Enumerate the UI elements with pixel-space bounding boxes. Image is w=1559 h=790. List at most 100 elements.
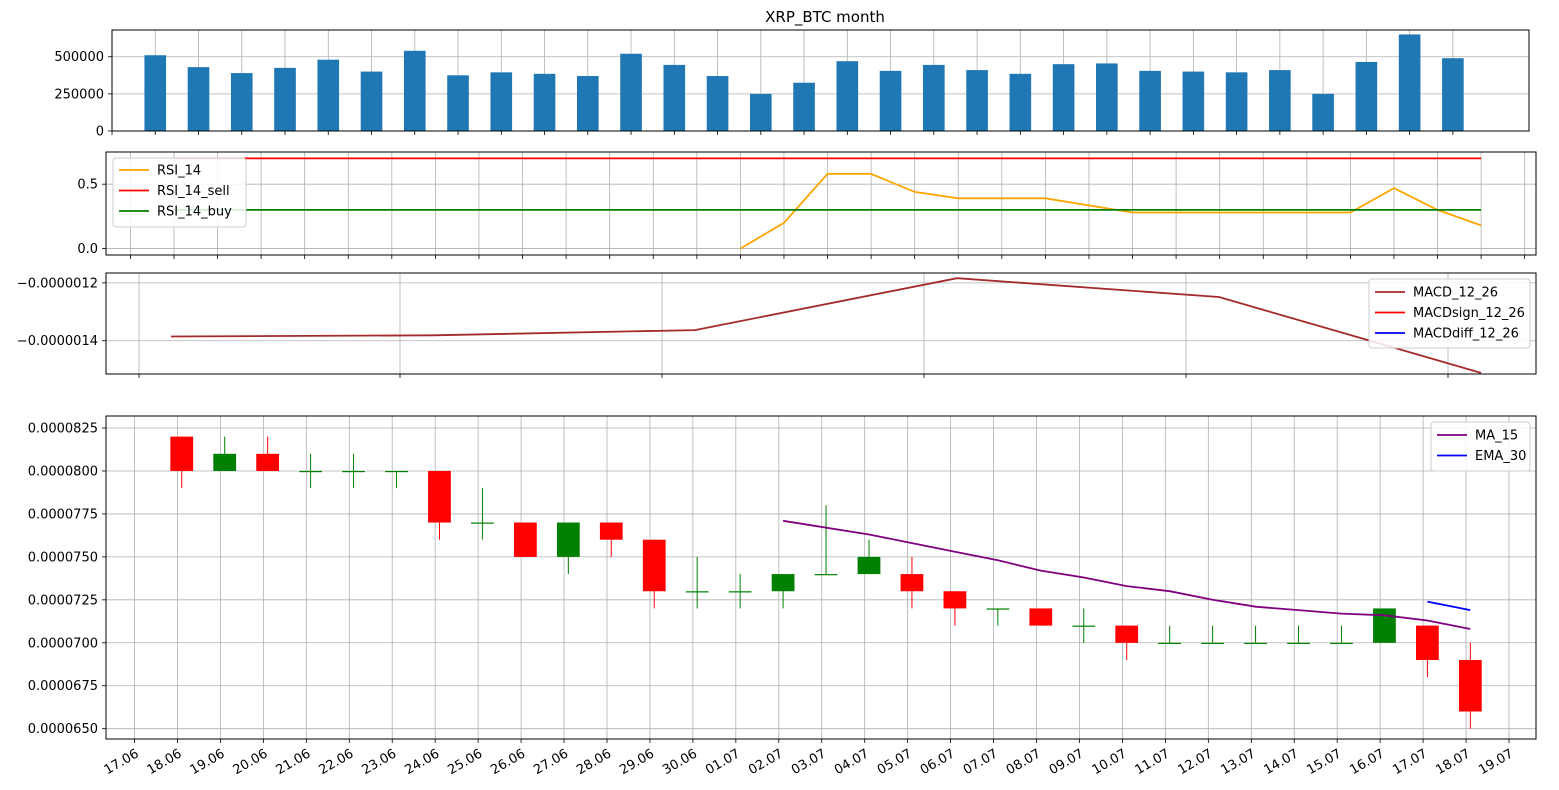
candle-body [428,470,451,523]
candle [1287,625,1310,644]
legend: MA_15 EMA_30 [1430,421,1531,472]
volume-bar [923,64,945,131]
volume-bar [793,82,815,131]
volume-bar [1139,70,1161,131]
y-tick-label: 0 [96,125,104,140]
volume-bar [1096,63,1118,132]
candle-body [170,436,194,471]
volume-bar [1225,72,1248,131]
x-tick-label: 28.06 [574,746,614,778]
candle-body [642,539,666,592]
volume-bar [274,67,296,131]
volume-bar [663,64,686,131]
x-tick-label: 25.06 [445,746,485,778]
volume-bar [533,73,556,131]
volume-bar [317,59,340,131]
x-tick-label: 19.06 [188,746,228,778]
x-tick-label: 01.07 [703,746,743,778]
candle-body [1373,608,1396,643]
x-tick-label: 21.06 [274,746,314,778]
candle-body [900,574,924,592]
candle [299,453,322,489]
y-tick-label: 0.0000800 [28,464,98,479]
candle [1373,608,1396,643]
legend-label: RSI_14_buy [157,205,232,220]
candle-body [1029,608,1053,626]
candle [1330,625,1353,644]
candle [943,591,967,626]
y-tick-label: 0.5 [77,178,98,193]
volume-bar [1052,64,1075,131]
chart-title: XRP_BTC month [765,8,885,27]
candle [771,574,795,609]
legend-label: RSI_14_sell [157,184,230,199]
axes-frame [105,151,1537,256]
x-tick-label: 02.07 [746,746,786,778]
candle [728,574,752,609]
x-tick-label: 05.07 [875,746,915,778]
x-tick-label: 08.07 [1004,746,1044,778]
candle-body [1287,642,1310,644]
y-tick-label: 0.0000675 [28,679,98,694]
volume-bar [360,71,383,131]
axes-frame [105,415,1537,740]
x-tick-label: 10.07 [1090,746,1130,778]
price-panel: 17.06 18.06 19.06 20.06 21.06 22.06 23.06 24.06… [28,415,1537,778]
candle [1458,642,1482,729]
volume-panel: 0 250000 500000 [54,29,1530,140]
legend-label: MACDsign_12_26 [1413,306,1525,321]
x-tick-label: 14.07 [1262,746,1302,778]
rsi-panel: 0.0 0.5 RSI_14 RSI_14_sell RSI_14_buy [77,151,1537,259]
y-tick-label: 0.0 [77,242,98,257]
y-tick-label: 500000 [54,50,104,65]
candle-body [1158,642,1182,644]
x-tick-label: 11.07 [1133,746,1173,778]
volume-bar [879,70,902,131]
candle [170,436,194,489]
candle [857,539,881,575]
candle [1244,625,1267,644]
candle [986,608,1010,626]
volume-bar [749,93,772,131]
legend: MACD_12_26 MACDsign_12_26 MACDdiff_12_26 [1368,278,1531,349]
volume-bar [1312,93,1334,131]
candle-body [342,470,365,473]
y-tick-label: 250000 [54,87,104,102]
candle [428,470,451,540]
x-tick-label: 23.06 [359,746,399,778]
candle-body [299,470,322,473]
x-tick-label: 26.06 [488,746,528,778]
x-tick-label: 24.06 [402,746,442,778]
candle [471,488,494,540]
volume-bar [1182,71,1205,131]
x-tick-label: 18.06 [145,746,185,778]
candle-body [728,591,752,593]
candle-body [1458,659,1482,712]
candle-body [814,574,838,576]
y-tick-label: 0.0000650 [28,722,98,737]
x-tick-label: 17.06 [102,746,142,778]
candle [1029,608,1053,626]
candle-body [857,556,881,575]
legend-box [112,157,247,228]
candle-body [213,453,237,471]
candle-body [943,591,967,609]
candle-body [685,591,709,593]
legend-label: MA_15 [1475,429,1518,444]
series-line-ema-30 [1427,600,1471,611]
y-tick-label: 0.0000725 [28,593,98,608]
y-tick-label: −0.0000014 [17,334,98,349]
axes-frame [111,29,1530,132]
candle [814,505,838,576]
legend-label: EMA_30 [1475,449,1526,464]
x-tick-label: 19.07 [1476,746,1516,778]
series-line-rsi-14 [739,172,1482,250]
candle [1115,625,1139,660]
candle [642,539,666,609]
x-tick-label: 13.07 [1219,746,1259,778]
candle-body [385,470,408,473]
volume-bar [706,76,729,131]
volume-bar [1442,58,1464,131]
volume-bar [187,67,210,131]
